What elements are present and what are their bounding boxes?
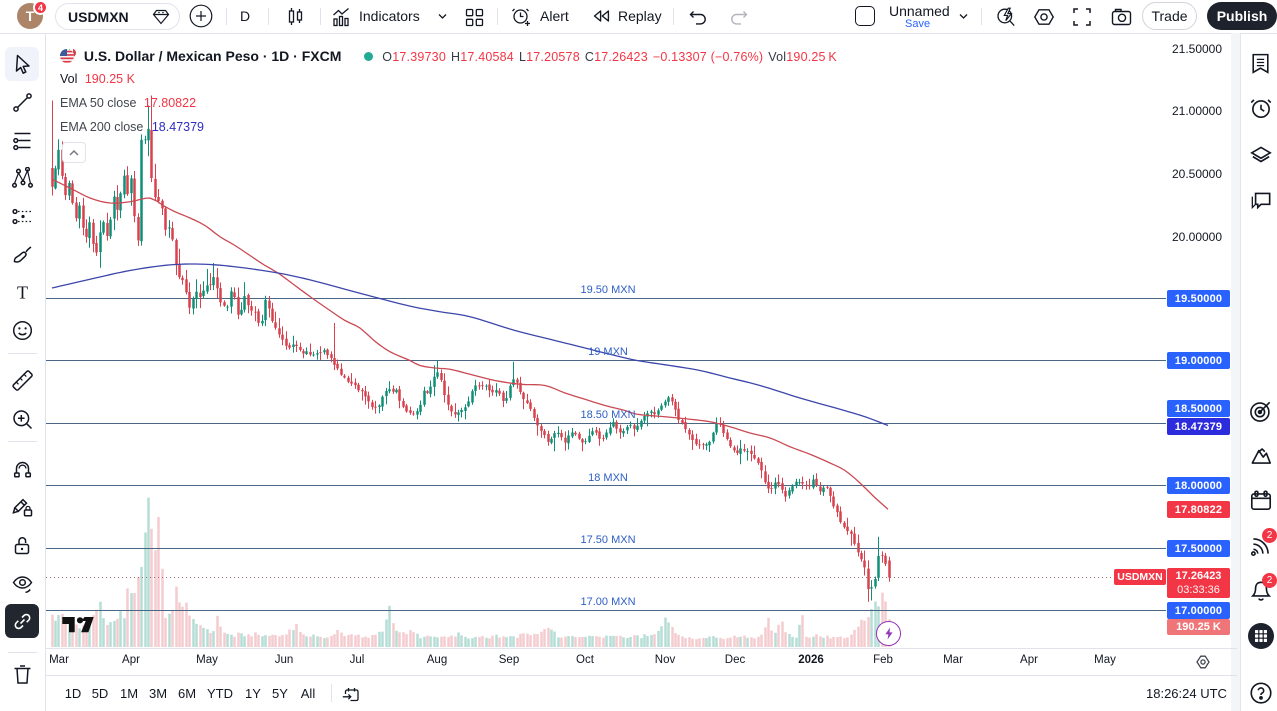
svg-text:T: T [17, 282, 28, 302]
